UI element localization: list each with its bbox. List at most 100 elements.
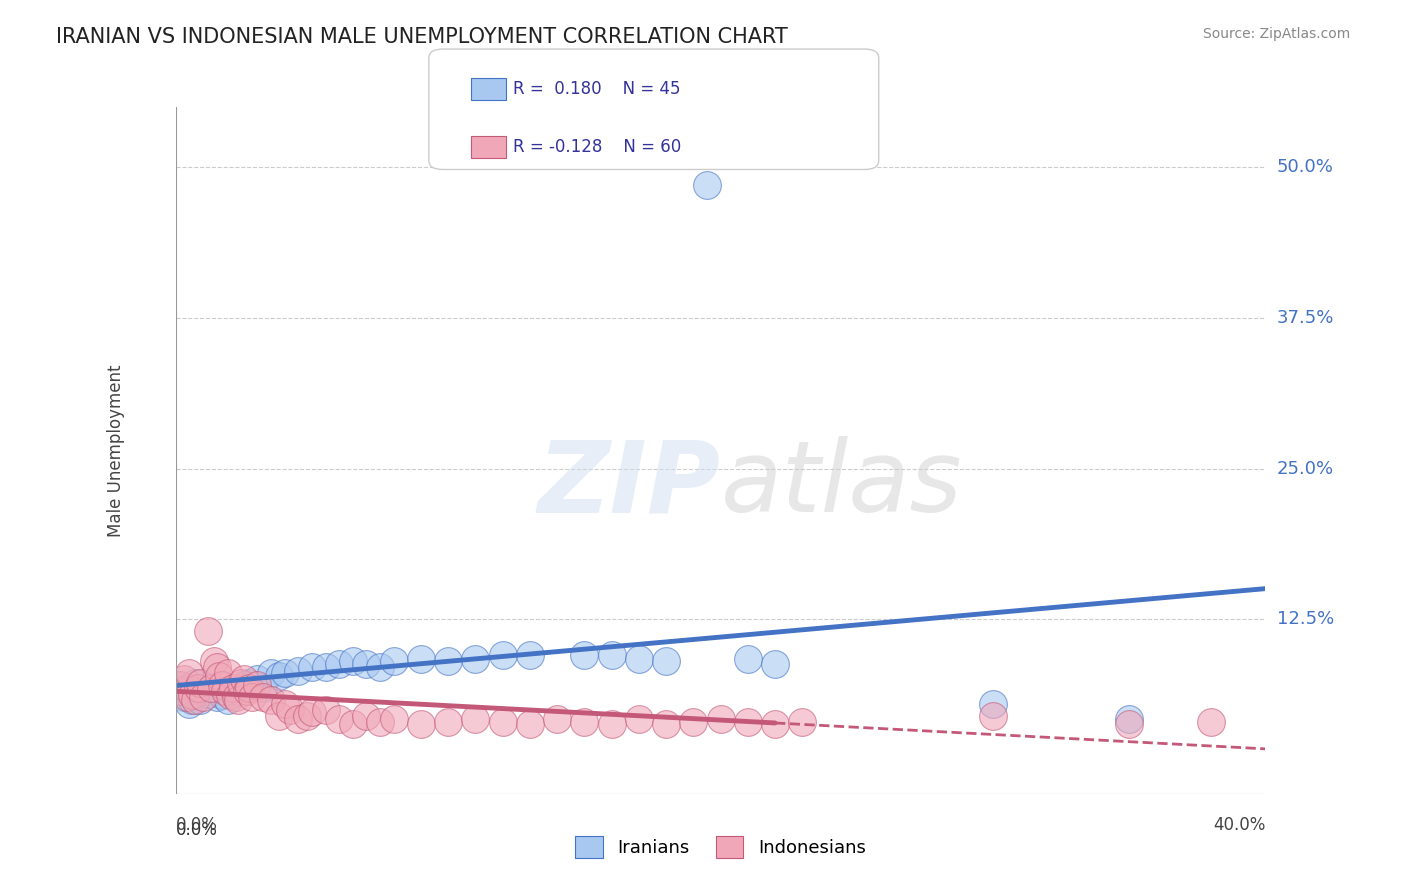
Point [217,693,239,707]
Point [246,673,269,687]
Point [176,681,198,695]
Point [260,666,283,681]
Point [342,717,364,731]
Point [437,654,460,668]
Point [197,624,219,639]
Point [181,693,204,707]
Point [382,712,405,726]
Point [315,660,337,674]
Text: IRANIAN VS INDONESIAN MALE UNEMPLOYMENT CORRELATION CHART: IRANIAN VS INDONESIAN MALE UNEMPLOYMENT … [56,27,787,46]
Point [437,714,460,729]
Point [238,681,260,695]
Text: 37.5%: 37.5% [1277,309,1334,326]
Point [269,708,291,723]
Point [278,702,301,716]
Point [188,676,211,690]
Point [763,657,786,671]
Point [167,684,190,698]
Point [981,708,1004,723]
Point [519,717,541,731]
Point [368,714,391,729]
Point [315,702,337,716]
Point [179,666,201,681]
Point [222,684,245,698]
Point [184,693,207,707]
Text: Male Unemployment: Male Unemployment [107,364,125,537]
Point [301,660,323,674]
Point [200,681,222,695]
Point [181,688,204,702]
Point [981,697,1004,711]
Text: 25.0%: 25.0% [1277,459,1334,477]
Text: R = -0.128    N = 60: R = -0.128 N = 60 [513,138,682,156]
Text: 0.0%: 0.0% [176,815,218,833]
Point [655,717,678,731]
Point [1199,714,1222,729]
Point [655,654,678,668]
Point [269,669,291,683]
Legend: Iranians, Indonesians: Iranians, Indonesians [567,827,875,867]
Point [342,654,364,668]
Point [217,666,239,681]
Text: Source: ZipAtlas.com: Source: ZipAtlas.com [1202,27,1350,41]
Point [235,684,257,698]
Point [176,690,198,705]
Point [173,673,195,687]
Point [574,648,596,663]
Point [173,690,195,705]
Point [763,717,786,731]
Point [202,654,225,668]
Point [211,678,233,692]
Point [232,678,254,692]
Point [287,664,309,678]
Point [186,681,209,695]
Point [492,648,515,663]
Point [710,712,733,726]
Point [492,714,515,729]
Point [208,669,231,683]
Point [328,712,350,726]
Point [600,648,623,663]
Point [170,684,193,698]
Point [222,681,245,695]
Point [231,676,253,690]
Point [356,708,378,723]
Point [737,714,759,729]
Point [295,708,318,723]
Point [1118,712,1140,726]
Point [184,676,207,690]
Point [260,693,283,707]
Point [186,688,209,702]
Point [464,712,486,726]
Point [328,657,350,671]
Text: 0.0%: 0.0% [176,822,218,839]
Point [600,717,623,731]
Point [301,705,323,719]
Point [232,673,254,687]
Point [287,712,309,726]
Point [737,652,759,666]
Point [225,690,247,705]
Point [191,684,214,698]
Point [219,688,242,702]
Point [191,690,214,705]
Text: R =  0.180    N = 45: R = 0.180 N = 45 [513,80,681,98]
Point [240,690,263,705]
Point [197,687,219,701]
Point [205,660,228,674]
Text: 50.0%: 50.0% [1277,158,1333,177]
Point [1118,717,1140,731]
Point [409,717,432,731]
Text: 12.5%: 12.5% [1277,610,1334,628]
Point [205,690,228,705]
Point [682,714,704,729]
Point [274,697,297,711]
Point [252,681,274,695]
Point [627,652,650,666]
Point [200,681,222,695]
Point [464,652,486,666]
Point [519,648,541,663]
Point [382,654,405,668]
Point [356,657,378,671]
Point [228,693,250,707]
